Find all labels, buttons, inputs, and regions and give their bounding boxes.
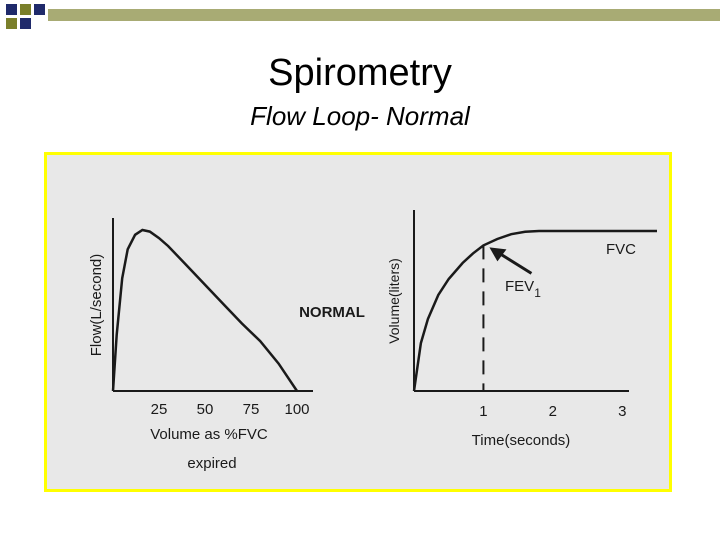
flow-volume-chart: 25 50 75 100 Flow(L/second) Volume as %FVC … xyxy=(88,218,313,472)
decor-square xyxy=(6,18,17,29)
fvc-label: FVC xyxy=(606,241,636,258)
volume-x-tick-label: 3 xyxy=(618,403,626,420)
volume-x-tick-label: 2 xyxy=(549,403,557,420)
decor-square xyxy=(6,4,17,15)
volume-time-chart: 1 2 3 Volume(liters) Time(seconds) FVC FEV… xyxy=(386,210,657,449)
flow-x-tick-label: 50 xyxy=(197,401,214,418)
spirometry-figure: 25 50 75 100 Flow(L/second) Volume as %FVC … xyxy=(88,210,657,472)
flow-x-axis-label-line1: Volume as %FVC xyxy=(150,426,268,443)
volume-time-curve xyxy=(412,229,657,392)
flow-volume-curve xyxy=(111,228,299,392)
flow-x-tick-label: 25 xyxy=(151,401,168,418)
fev1-arrowhead xyxy=(489,247,507,262)
fev1-label: FEV1 xyxy=(505,278,541,300)
flow-x-tick-label: 100 xyxy=(284,401,309,418)
volume-y-axis-label: Volume(liters) xyxy=(386,258,402,344)
decor-square xyxy=(34,4,45,15)
volume-x-axis-label: Time(seconds) xyxy=(472,432,571,449)
flow-x-tick-label: 75 xyxy=(243,401,260,418)
decor-square xyxy=(20,4,31,15)
figure-panel: 25 50 75 100 Flow(L/second) Volume as %FVC … xyxy=(44,152,672,492)
normal-label: NORMAL xyxy=(299,304,365,321)
fev1-arrow xyxy=(498,252,533,275)
slide-corner-decoration xyxy=(6,4,720,29)
slide-title: Spirometry xyxy=(268,52,452,94)
decor-bar xyxy=(48,9,720,21)
decor-bar-sheen xyxy=(48,9,720,21)
fev1-label-subscript: 1 xyxy=(534,286,541,300)
volume-x-tick-label: 1 xyxy=(479,403,487,420)
flow-x-axis-label-line2: expired xyxy=(187,455,236,472)
decor-square xyxy=(20,18,31,29)
slide-subtitle: Flow Loop- Normal xyxy=(250,101,470,131)
fev1-label-main: FEV xyxy=(505,278,534,295)
flow-y-axis-label: Flow(L/second) xyxy=(88,254,105,357)
